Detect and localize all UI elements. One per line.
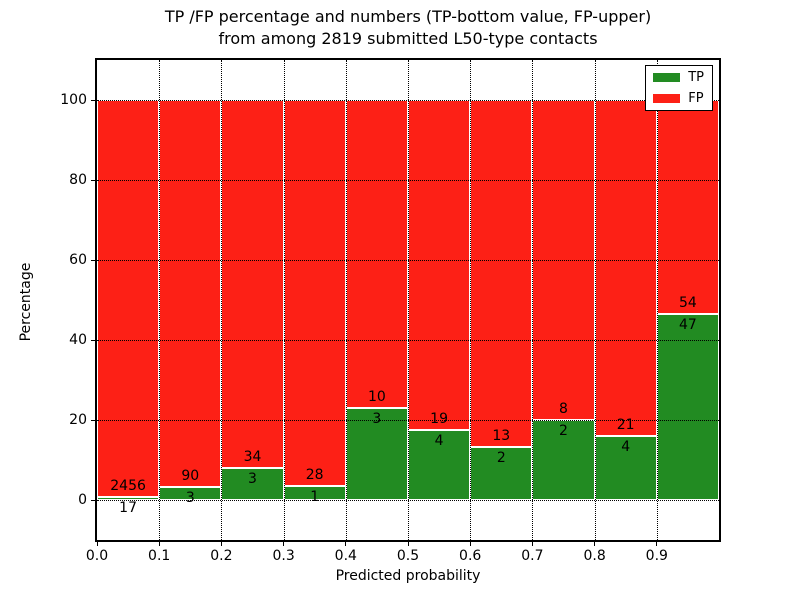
chart-title-line1: TP /FP percentage and numbers (TP-bottom… — [164, 7, 652, 26]
fp-bar-segment — [656, 100, 719, 314]
fp-count-label: 13 — [492, 427, 511, 444]
y-axis-label: Percentage — [18, 262, 34, 342]
x-tick-mark — [469, 542, 471, 546]
y-tick-label: 0 — [78, 492, 87, 508]
vertical-gridline — [594, 60, 596, 540]
x-tick-mark — [283, 542, 285, 546]
fp-count-label: 19 — [430, 411, 448, 428]
plot-area: 2456 17 90 3 34 3 28 1 10 3 19 4 13 2 8 2 21 4 54 47 TP FP — [95, 58, 721, 542]
vertical-gridline — [408, 60, 409, 540]
horizontal-gridline — [97, 180, 719, 181]
x-tick-label: 0.1 — [148, 548, 171, 564]
y-tick-label: 60 — [69, 252, 87, 268]
grid-layer — [97, 60, 719, 540]
fp-count-label: 34 — [243, 448, 262, 465]
tp-count-label: 3 — [372, 410, 382, 427]
x-tick-mark — [96, 542, 98, 546]
x-tick-label: 0.6 — [459, 548, 482, 564]
legend-item-fp: FP — [653, 92, 704, 105]
tp-count-label: 3 — [185, 490, 195, 507]
tp-bar-segment — [470, 446, 533, 500]
fp-count-label: 8 — [559, 401, 568, 417]
fp-count-label: 10 — [367, 388, 386, 405]
x-tick-mark — [345, 542, 347, 546]
legend-item-tp: TP — [653, 71, 704, 84]
tp-count-label: 4 — [621, 439, 631, 455]
x-tick-label: 0.7 — [521, 548, 544, 564]
chart-title-line2: from among 2819 submitted L50-type conta… — [218, 29, 598, 48]
y-tick-mark — [91, 339, 95, 341]
fp-count-label: 54 — [678, 294, 697, 311]
horizontal-gridline — [97, 420, 719, 421]
x-tick-mark — [158, 542, 160, 546]
tp-count-label: 2 — [496, 449, 506, 466]
horizontal-gridline — [97, 340, 719, 341]
y-tick-mark — [91, 259, 95, 261]
horizontal-gridline — [97, 100, 719, 101]
fp-bar-segment — [470, 100, 533, 447]
y-tick-label: 40 — [69, 332, 87, 348]
x-tick-label: 0.2 — [210, 548, 233, 564]
y-tick-label: 20 — [69, 412, 87, 428]
x-tick-mark — [594, 542, 596, 546]
vertical-gridline — [159, 60, 161, 540]
x-tick-label: 0.9 — [645, 548, 668, 564]
vertical-gridline — [221, 60, 223, 540]
chart-title: TP /FP percentage and numbers (TP-bottom… — [97, 6, 719, 50]
vertical-gridline — [470, 60, 472, 540]
tp-count-label: 4 — [434, 433, 444, 450]
y-tick-mark — [91, 99, 95, 101]
bar-labels-layer: 2456 17 90 3 34 3 28 1 10 3 19 4 13 2 8 2 21 4 54 47 — [97, 60, 719, 540]
tp-bar-segment — [408, 430, 471, 500]
fp-bar-segment — [97, 100, 160, 498]
fp-count-label: 90 — [181, 468, 200, 485]
fp-count-label: 2456 — [110, 478, 146, 495]
y-tick-mark — [91, 499, 95, 501]
y-tick-label: 80 — [69, 172, 87, 188]
x-axis-label: Predicted probability — [335, 568, 481, 584]
fp-bar-segment — [283, 100, 346, 487]
horizontal-gridline — [97, 500, 719, 501]
horizontal-gridline — [97, 260, 719, 261]
fp-swatch-icon — [653, 94, 681, 103]
x-tick-label: 0.8 — [583, 548, 606, 564]
vertical-gridline — [283, 60, 285, 540]
y-tick-mark — [91, 419, 95, 421]
fp-count-label: 21 — [616, 417, 635, 433]
legend: TP FP — [645, 65, 713, 111]
fp-count-label: 28 — [305, 467, 324, 484]
x-tick-label: 0.5 — [396, 548, 420, 564]
tp-swatch-icon — [653, 73, 681, 82]
x-tick-label: 0.0 — [85, 548, 109, 564]
tp-count-label: 47 — [678, 316, 697, 333]
legend-label: TP — [688, 70, 704, 85]
legend-label: FP — [688, 91, 704, 106]
x-tick-label: 0.4 — [334, 548, 357, 564]
x-tick-mark — [407, 542, 409, 546]
y-tick-mark — [91, 179, 95, 181]
vertical-gridline — [656, 60, 658, 540]
x-tick-mark — [220, 542, 222, 546]
vertical-gridline — [532, 60, 534, 540]
tp-bar-segment — [97, 497, 160, 500]
fp-bar-segment — [159, 100, 222, 488]
y-tick-label: 100 — [60, 92, 87, 108]
x-tick-mark — [656, 542, 658, 546]
tp-count-label: 2 — [559, 423, 568, 439]
vertical-gridline — [345, 60, 347, 540]
tp-count-label: 1 — [310, 489, 320, 506]
x-tick-mark — [531, 542, 533, 546]
x-tick-label: 0.3 — [272, 548, 295, 564]
tp-count-label: 3 — [248, 470, 257, 487]
tp-count-label: 17 — [119, 500, 137, 517]
